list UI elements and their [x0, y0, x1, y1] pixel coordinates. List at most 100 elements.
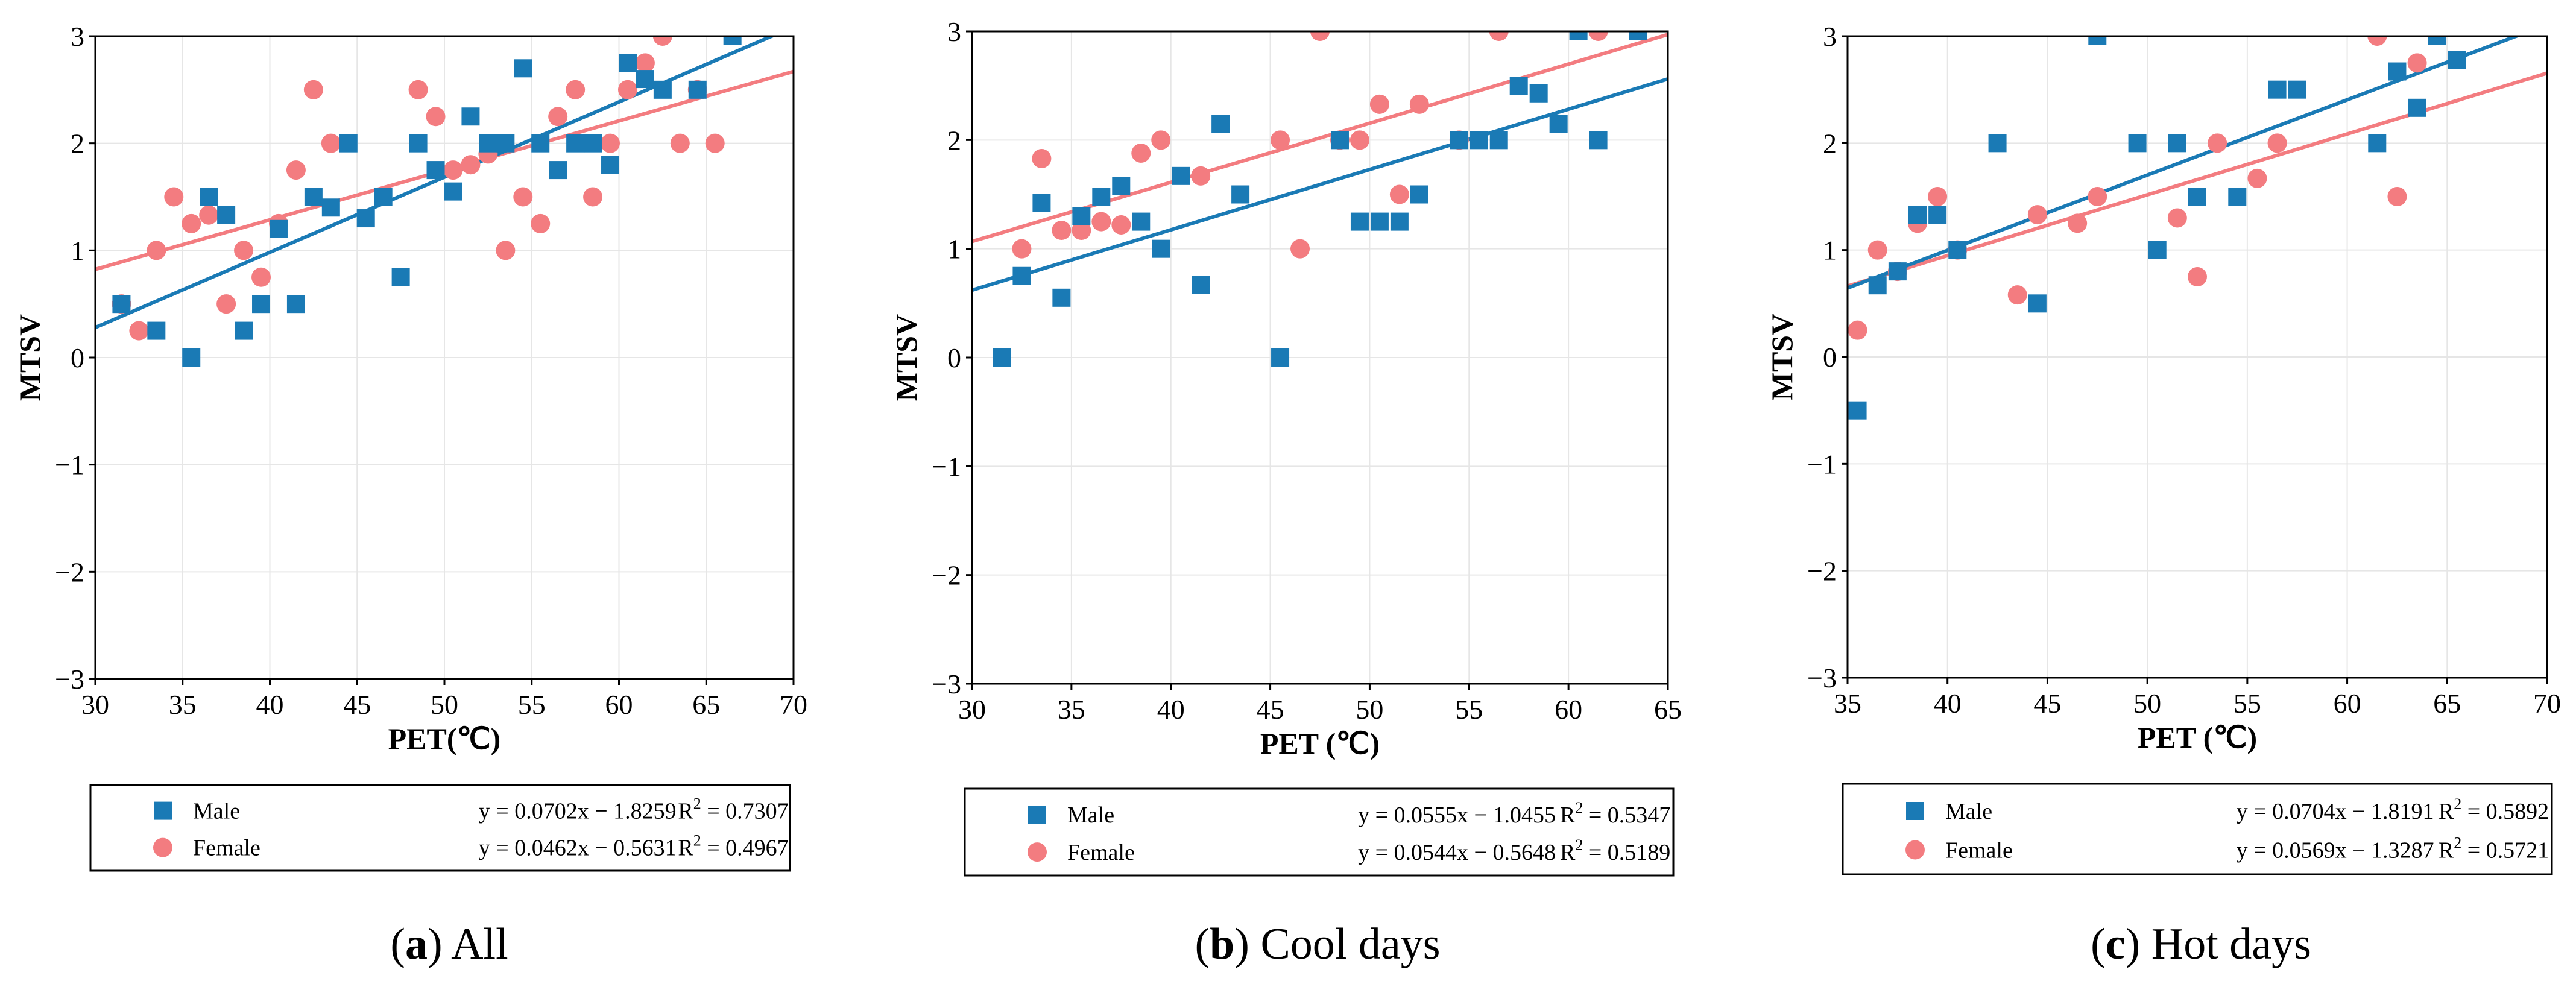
x-tick-label: 50 [2133, 688, 2161, 719]
r-squared-value: = 0.5347 [1583, 803, 1670, 828]
male-point [444, 182, 462, 201]
female-point [303, 80, 323, 99]
legend: Male y = 0.0555x − 1.0455 R2 = 0.5347Femal… [964, 787, 1675, 877]
female-r-squared: R2 = 0.5189 [1560, 836, 1670, 865]
y-axis-label: MTSV [889, 314, 923, 401]
female-point [147, 241, 166, 260]
male-point [1012, 266, 1031, 285]
male-legend-label: Male [193, 799, 240, 824]
male-point [1589, 131, 1608, 150]
male-point [1629, 31, 1647, 40]
male-point [2188, 188, 2206, 206]
male-legend-entry: Male y = 0.0555x − 1.0455 R2 = 0.5347 [1028, 799, 1670, 828]
male-point [356, 209, 375, 228]
female-point [2068, 213, 2088, 233]
panel-c: 35 40 45 50 55 60 65 70 −3 −2 −1 0 1 2 3 PET (℃) MTSV Mal… [1765, 21, 2561, 969]
r-squared-exponent: 2 [693, 832, 701, 850]
female-legend-entry: Female y = 0.0569x − 1.3287 R2 = 0.5721 [1905, 834, 2549, 863]
r-squared-symbol: R [678, 836, 693, 861]
male-point [252, 295, 271, 314]
male-point [1569, 31, 1588, 40]
male-point [1330, 131, 1349, 150]
x-tick-label: 60 [605, 689, 633, 720]
male-point [688, 80, 707, 99]
male-point [269, 219, 288, 238]
female-point [2407, 53, 2427, 73]
male-point [304, 188, 323, 206]
male-point [2148, 241, 2167, 259]
x-tick-label: 55 [1455, 694, 1483, 725]
male-point [1172, 166, 1190, 185]
female-point [1271, 130, 1290, 150]
caption-text: ) Hot days [2126, 919, 2311, 969]
male-point [1231, 185, 1250, 204]
r-squared-exponent: 2 [693, 795, 701, 813]
y-tick-label: −3 [1807, 663, 1837, 693]
male-point [461, 107, 480, 126]
female-fit-line [972, 33, 1668, 244]
female-point [1290, 239, 1310, 259]
male-point [496, 134, 515, 153]
male-point [2128, 134, 2147, 153]
y-tick-label: 1 [1823, 235, 1837, 266]
male-point [1549, 115, 1568, 133]
x-tick-label: 70 [780, 689, 807, 720]
female-r-squared: R2 = 0.4967 [678, 832, 788, 861]
x-axis-label: PET (℃) [1260, 727, 1380, 760]
male-point [1888, 262, 1907, 281]
y-tick-label: −2 [932, 560, 961, 591]
female-point [1588, 31, 1608, 41]
female-point [2007, 285, 2027, 305]
x-tick-label: 30 [81, 689, 109, 720]
x-tick-label: 30 [958, 694, 986, 725]
female-point [1151, 130, 1171, 150]
male-point [1928, 206, 1947, 224]
r-squared-exponent: 2 [2454, 834, 2461, 852]
y-tick-label: 0 [1823, 342, 1837, 373]
female-point [443, 160, 463, 180]
male-point [2368, 134, 2387, 153]
male-point [1132, 212, 1151, 231]
x-tick-label: 55 [518, 689, 546, 720]
male-point [723, 36, 742, 45]
male-point [217, 206, 236, 224]
male-point [1152, 239, 1170, 258]
female-point [426, 107, 446, 127]
male-point [339, 134, 358, 153]
male-point [549, 161, 567, 180]
male-point [1390, 212, 1409, 231]
male-legend-entry: Male y = 0.0702x − 1.8259 R2 = 0.7307 [154, 795, 789, 824]
male-point [1908, 206, 1927, 224]
y-tick-label: 2 [947, 125, 961, 156]
female-point [2027, 205, 2047, 225]
female-fit-equation: y = 0.0462x − 0.5631 [479, 836, 677, 861]
female-point [1310, 31, 1330, 41]
male-point [1868, 276, 1887, 295]
points [1848, 36, 2466, 420]
male-fit-equation: y = 0.0702x − 1.8259 [479, 799, 677, 824]
male-point [636, 70, 654, 89]
female-point [1350, 130, 1369, 150]
legend-box [964, 787, 1675, 877]
y-tick-label: −1 [55, 450, 84, 481]
female-point [1848, 320, 1867, 340]
male-point [2388, 62, 2407, 81]
female-r-squared: R2 = 0.5721 [2439, 834, 2549, 863]
female-point [251, 267, 271, 287]
male-fit-equation: y = 0.0704x − 1.8191 [2237, 799, 2434, 824]
legend: Male y = 0.0704x − 1.8191 R2 = 0.5892Femal… [1842, 783, 2553, 875]
female-point [513, 187, 533, 207]
male-point [993, 348, 1011, 367]
female-point [566, 80, 586, 99]
male-r-squared: R2 = 0.7307 [678, 795, 788, 824]
male-point [286, 295, 305, 314]
x-tick-label: 65 [692, 689, 720, 720]
male-point [112, 295, 131, 314]
y-tick-label: 2 [71, 128, 84, 159]
female-point [2247, 168, 2267, 188]
caption-letter: b [1210, 919, 1234, 969]
male-point [2448, 51, 2466, 69]
x-tick-label: 40 [256, 689, 284, 720]
male-point [514, 59, 532, 78]
